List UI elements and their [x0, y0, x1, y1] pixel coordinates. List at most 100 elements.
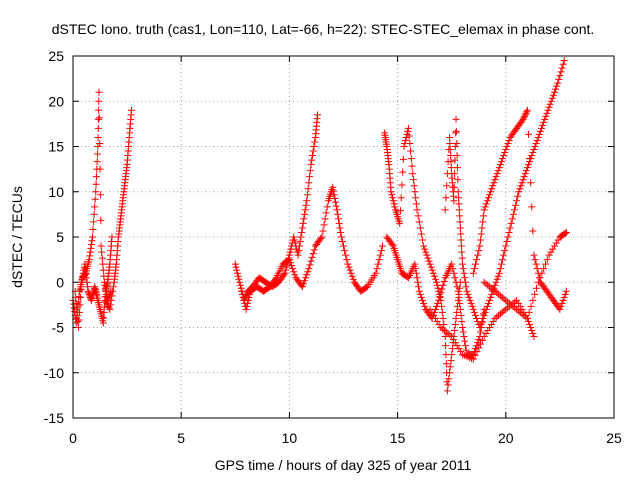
- data-point: [526, 155, 534, 163]
- data-point: [522, 313, 530, 321]
- data-point: [469, 305, 477, 313]
- y-tick-label: 20: [48, 93, 64, 109]
- data-point: [533, 136, 541, 144]
- data-point: [406, 139, 414, 147]
- data-point: [560, 57, 568, 65]
- data-point: [453, 164, 461, 172]
- data-point: [503, 143, 511, 150]
- data-point: [459, 351, 467, 359]
- data-point: [549, 91, 557, 99]
- data-point: [494, 272, 502, 280]
- data-point: [503, 238, 511, 246]
- data-point: [466, 296, 474, 304]
- data-point: [319, 227, 327, 235]
- data-point: [518, 179, 526, 187]
- data-point: [454, 176, 462, 184]
- data-point: [127, 106, 135, 114]
- data-point: [529, 149, 537, 157]
- data-point: [414, 278, 422, 286]
- data-point: [421, 245, 429, 253]
- data-point: [77, 293, 85, 301]
- data-point: [308, 156, 316, 164]
- data-point: [470, 308, 478, 316]
- data-point: [423, 251, 431, 259]
- data-point: [446, 363, 454, 371]
- data-point: [482, 330, 490, 338]
- data-point: [76, 301, 84, 309]
- data-point: [459, 324, 467, 331]
- data-point: [455, 200, 463, 208]
- x-tick-label: 15: [390, 430, 406, 446]
- data-point: [495, 269, 503, 277]
- data-point: [321, 215, 329, 223]
- data-point: [477, 230, 485, 238]
- data-point: [433, 302, 441, 310]
- data-point: [318, 233, 326, 241]
- data-point: [87, 295, 95, 303]
- data-point: [472, 345, 480, 353]
- data-point: [416, 224, 424, 232]
- data-point: [404, 127, 412, 135]
- data-point: [290, 236, 298, 244]
- data-point: [92, 180, 100, 188]
- data-point: [491, 287, 499, 295]
- data-point: [452, 127, 460, 135]
- data-point: [337, 233, 345, 241]
- data-point: [554, 236, 562, 244]
- data-point: [452, 314, 460, 322]
- data-point: [447, 152, 455, 160]
- data-point: [522, 167, 530, 175]
- data-point: [408, 162, 416, 170]
- data-point: [516, 302, 524, 310]
- data-point: [487, 188, 495, 196]
- series-arc9: [469, 106, 570, 313]
- data-point: [306, 167, 314, 175]
- data-point: [464, 353, 472, 361]
- data-point: [516, 185, 524, 193]
- data-point: [433, 278, 441, 286]
- data-point: [314, 111, 322, 119]
- data-point: [492, 278, 500, 286]
- data-point: [404, 124, 412, 132]
- data-point: [105, 304, 113, 312]
- y-tick-label: 10: [48, 184, 64, 200]
- data-point: [478, 336, 486, 344]
- data-point: [482, 200, 490, 208]
- data-point: [422, 248, 430, 256]
- data-point: [341, 247, 349, 255]
- data-point: [452, 115, 460, 123]
- data-point: [462, 352, 470, 360]
- data-point: [93, 158, 101, 166]
- data-point: [469, 355, 477, 363]
- data-point: [301, 210, 309, 218]
- data-point: [430, 311, 438, 319]
- data-point: [311, 138, 319, 146]
- data-point: [400, 143, 408, 150]
- data-point: [417, 230, 425, 238]
- data-point: [496, 265, 504, 273]
- data-point: [82, 269, 90, 277]
- data-point: [85, 256, 93, 264]
- data-point: [90, 218, 98, 226]
- data-point: [438, 308, 446, 316]
- data-point: [562, 287, 570, 295]
- data-point: [521, 111, 529, 119]
- data-point: [295, 242, 303, 250]
- data-point: [469, 269, 477, 277]
- data-point: [420, 299, 428, 307]
- data-point: [294, 251, 302, 259]
- data-point: [512, 201, 520, 209]
- data-point: [559, 60, 567, 68]
- series-arc11: [480, 228, 570, 322]
- data-point: [412, 200, 420, 208]
- data-point: [484, 327, 492, 335]
- data-point: [496, 292, 504, 300]
- data-point: [389, 197, 397, 205]
- data-point: [236, 281, 244, 289]
- data-point: [470, 265, 478, 273]
- data-point: [75, 293, 83, 301]
- data-point: [536, 274, 544, 282]
- data-point: [447, 158, 455, 166]
- data-point: [460, 269, 468, 277]
- data-point: [437, 324, 445, 331]
